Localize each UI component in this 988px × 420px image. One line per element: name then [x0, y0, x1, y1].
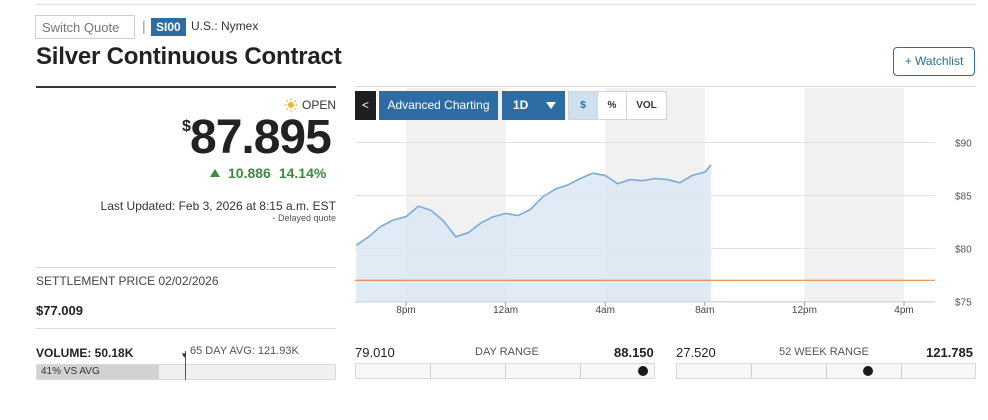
market-status-label: OPEN — [302, 98, 337, 112]
week52-range-low: 27.520 — [676, 345, 716, 360]
week52-range-high: 121.785 — [926, 345, 973, 360]
quote-divider — [36, 86, 336, 88]
week52-range-tick — [901, 364, 902, 378]
day-range-tick — [580, 364, 581, 378]
volume-mode-button[interactable]: VOL — [626, 91, 667, 120]
volume-vs-average: 41% VS AVG — [41, 366, 100, 377]
change-percent: 14.14% — [278, 165, 327, 181]
x-tick-label: 12pm — [792, 305, 817, 316]
day-range-tick — [430, 364, 431, 378]
market-status: OPEN — [284, 98, 336, 112]
period-label: 1D — [513, 98, 529, 112]
volume-bar-fill — [37, 365, 159, 379]
collapse-button[interactable]: < — [355, 91, 376, 120]
last-price: 87.895 — [190, 111, 332, 164]
chevron-down-icon — [546, 102, 556, 109]
chart-divider — [355, 86, 976, 87]
price-line — [355, 164, 712, 246]
percent-mode-button[interactable]: % — [597, 91, 627, 120]
x-tick-label: 8am — [695, 305, 714, 316]
switch-quote-input[interactable] — [35, 15, 135, 39]
settlement-bottom-divider — [36, 328, 336, 329]
currency-symbol: $ — [182, 118, 191, 135]
arrow-down-icon: ▾ — [182, 350, 187, 360]
price-area — [356, 164, 711, 302]
settlement-label: SETTLEMENT PRICE 02/02/2026 — [36, 274, 219, 288]
page-title: Silver Continuous Contract — [36, 43, 342, 70]
week52-range-title: 52 WEEK RANGE — [779, 346, 869, 358]
day-range-marker — [638, 366, 648, 376]
up-arrow-icon — [210, 169, 220, 177]
x-tick-label: 4pm — [894, 305, 913, 316]
y-tick-label: $75 — [955, 298, 972, 309]
sun-icon — [284, 98, 298, 112]
advanced-charting-button[interactable]: Advanced Charting — [379, 91, 498, 120]
average-volume-label: 65 DAY AVG: 121.93K — [190, 345, 299, 357]
y-tick-label: $80 — [955, 245, 972, 256]
price-chart[interactable]: 8pm 12am 4am 8am 12pm 4pm $90 $85 $80 $75 — [0, 0, 988, 340]
day-range-low: 79.010 — [355, 345, 395, 360]
average-marker — [185, 351, 186, 380]
week52-range-marker — [863, 366, 873, 376]
period-dropdown[interactable]: 1D — [502, 91, 565, 120]
top-divider — [36, 4, 976, 5]
delayed-quote-note: - Delayed quote — [272, 213, 336, 223]
x-tick-label: 8pm — [396, 305, 415, 316]
watchlist-button[interactable]: + Watchlist — [893, 47, 975, 76]
dollar-mode-button[interactable]: $ — [568, 91, 598, 120]
y-tick-label: $85 — [955, 192, 972, 203]
ticker-badge: SI00 — [151, 18, 186, 36]
settlement-value: $77.009 — [36, 303, 83, 318]
volume-label: VOLUME: 50.18K — [36, 346, 134, 360]
change-value: 10.886 — [228, 165, 271, 181]
x-tick-label: 4am — [595, 305, 614, 316]
header-separator: | — [142, 18, 146, 34]
week52-range-tick — [826, 364, 827, 378]
y-tick-label: $90 — [955, 139, 972, 150]
day-range-high: 88.150 — [614, 345, 654, 360]
last-updated: Last Updated: Feb 3, 2026 at 8:15 a.m. E… — [100, 199, 336, 213]
day-range-title: DAY RANGE — [475, 346, 539, 358]
settlement-divider — [36, 267, 336, 268]
exchange-label: U.S.: Nymex — [191, 19, 259, 33]
week52-range-tick — [751, 364, 752, 378]
x-tick-label: 12am — [493, 305, 518, 316]
price-change: 10.886 14.14% — [210, 165, 326, 181]
day-range-tick — [505, 364, 506, 378]
